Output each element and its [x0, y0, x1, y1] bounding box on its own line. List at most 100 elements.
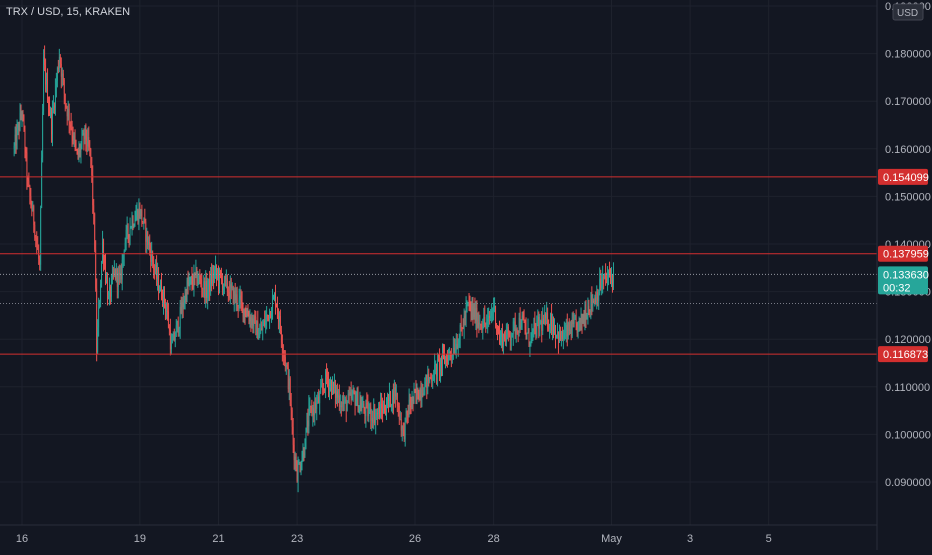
candle-body — [122, 254, 124, 260]
candle-body — [492, 310, 494, 312]
candle-body — [372, 417, 374, 423]
candle-body — [323, 388, 325, 390]
candle-body — [61, 73, 63, 77]
candle-body — [357, 392, 359, 412]
candle-body — [552, 325, 553, 331]
candle-body — [348, 393, 350, 395]
candle-body — [70, 124, 72, 128]
time-tick-label: 3 — [687, 533, 693, 545]
candle-body — [341, 401, 343, 408]
candle-body — [349, 392, 351, 395]
candle-body — [204, 281, 206, 299]
candle-body — [51, 111, 52, 135]
candle-body — [62, 73, 64, 80]
candle-body — [399, 418, 401, 420]
candle-body — [138, 208, 140, 223]
candle-body — [379, 406, 381, 418]
candle-body — [526, 332, 528, 335]
candle-body — [206, 280, 208, 298]
candle-body — [351, 394, 353, 399]
candle-body — [247, 312, 249, 317]
candle-body — [497, 326, 498, 332]
candle-body — [535, 326, 537, 337]
candle-body — [331, 381, 332, 395]
candle-body — [494, 305, 495, 309]
candle-body — [231, 286, 233, 288]
candle-body — [147, 231, 149, 245]
candle-body — [56, 67, 58, 81]
candle-body — [403, 428, 405, 440]
candle-body — [265, 318, 267, 326]
time-tick-label: 28 — [487, 533, 499, 545]
candle-body — [287, 367, 289, 390]
candle-body — [367, 403, 369, 417]
time-tick-label: 5 — [766, 533, 772, 545]
current-price-badge — [878, 266, 928, 295]
candle-body — [434, 365, 436, 380]
candle-body — [507, 326, 509, 332]
candle-body — [105, 263, 106, 280]
candle-body — [477, 322, 479, 328]
candle-body — [266, 314, 268, 319]
candle-body — [501, 332, 502, 337]
candle-body — [395, 393, 397, 397]
candle-body — [279, 316, 281, 332]
candle-body — [406, 411, 408, 414]
candle-body — [333, 381, 334, 388]
candle-body — [374, 408, 376, 423]
candle-body — [491, 311, 493, 317]
candle-body — [470, 305, 472, 311]
candle-body — [289, 378, 291, 405]
candle-body — [363, 403, 365, 412]
candle-body — [521, 315, 523, 328]
time-axis[interactable]: 16 19 21 23 26 28 May 3 5 — [0, 524, 877, 545]
candle-body — [322, 386, 324, 389]
candle-body — [82, 133, 84, 136]
level-price-label: 0.154099 — [883, 172, 929, 184]
candle-body — [19, 113, 21, 131]
candle-body — [158, 274, 159, 292]
price-tick-label: 0.110000 — [885, 382, 930, 394]
candle-body — [237, 305, 239, 307]
candle-body — [350, 392, 352, 399]
time-tick-label: 19 — [134, 533, 146, 545]
candle-body — [261, 328, 263, 331]
candle-body — [235, 294, 237, 301]
candle-body — [188, 282, 190, 285]
candle-body — [510, 337, 512, 341]
candle-body — [447, 358, 448, 364]
candle-body — [412, 396, 414, 401]
candle-body — [387, 396, 388, 408]
candle-body — [239, 295, 241, 299]
candle-body — [571, 319, 573, 337]
candle-body — [142, 221, 144, 224]
candle-body — [542, 318, 544, 331]
candle-body — [67, 109, 69, 117]
candle-body — [202, 289, 204, 290]
candle-body — [83, 133, 85, 140]
candle-body — [74, 135, 76, 143]
candle-body — [538, 316, 540, 329]
candle-body — [152, 252, 154, 262]
candle-body — [375, 416, 377, 423]
candle-body — [118, 273, 120, 275]
candle-body — [577, 321, 579, 334]
candle-body — [360, 403, 362, 411]
candle-body — [48, 101, 49, 107]
candle-body — [296, 469, 298, 482]
candle-body — [177, 320, 179, 333]
candle-body — [313, 408, 315, 415]
candle-body — [570, 329, 572, 337]
candle-body — [191, 277, 193, 284]
candle-body — [607, 277, 608, 280]
candle-body — [365, 403, 367, 417]
candle-body — [283, 353, 285, 358]
candle-body — [611, 275, 612, 278]
candle-body — [220, 270, 221, 275]
symbol-title: TRX / USD, 15, KRAKEN — [6, 6, 131, 18]
candle-body — [240, 295, 242, 301]
candle-body — [505, 334, 507, 343]
horizontal-levels[interactable] — [0, 176, 877, 355]
